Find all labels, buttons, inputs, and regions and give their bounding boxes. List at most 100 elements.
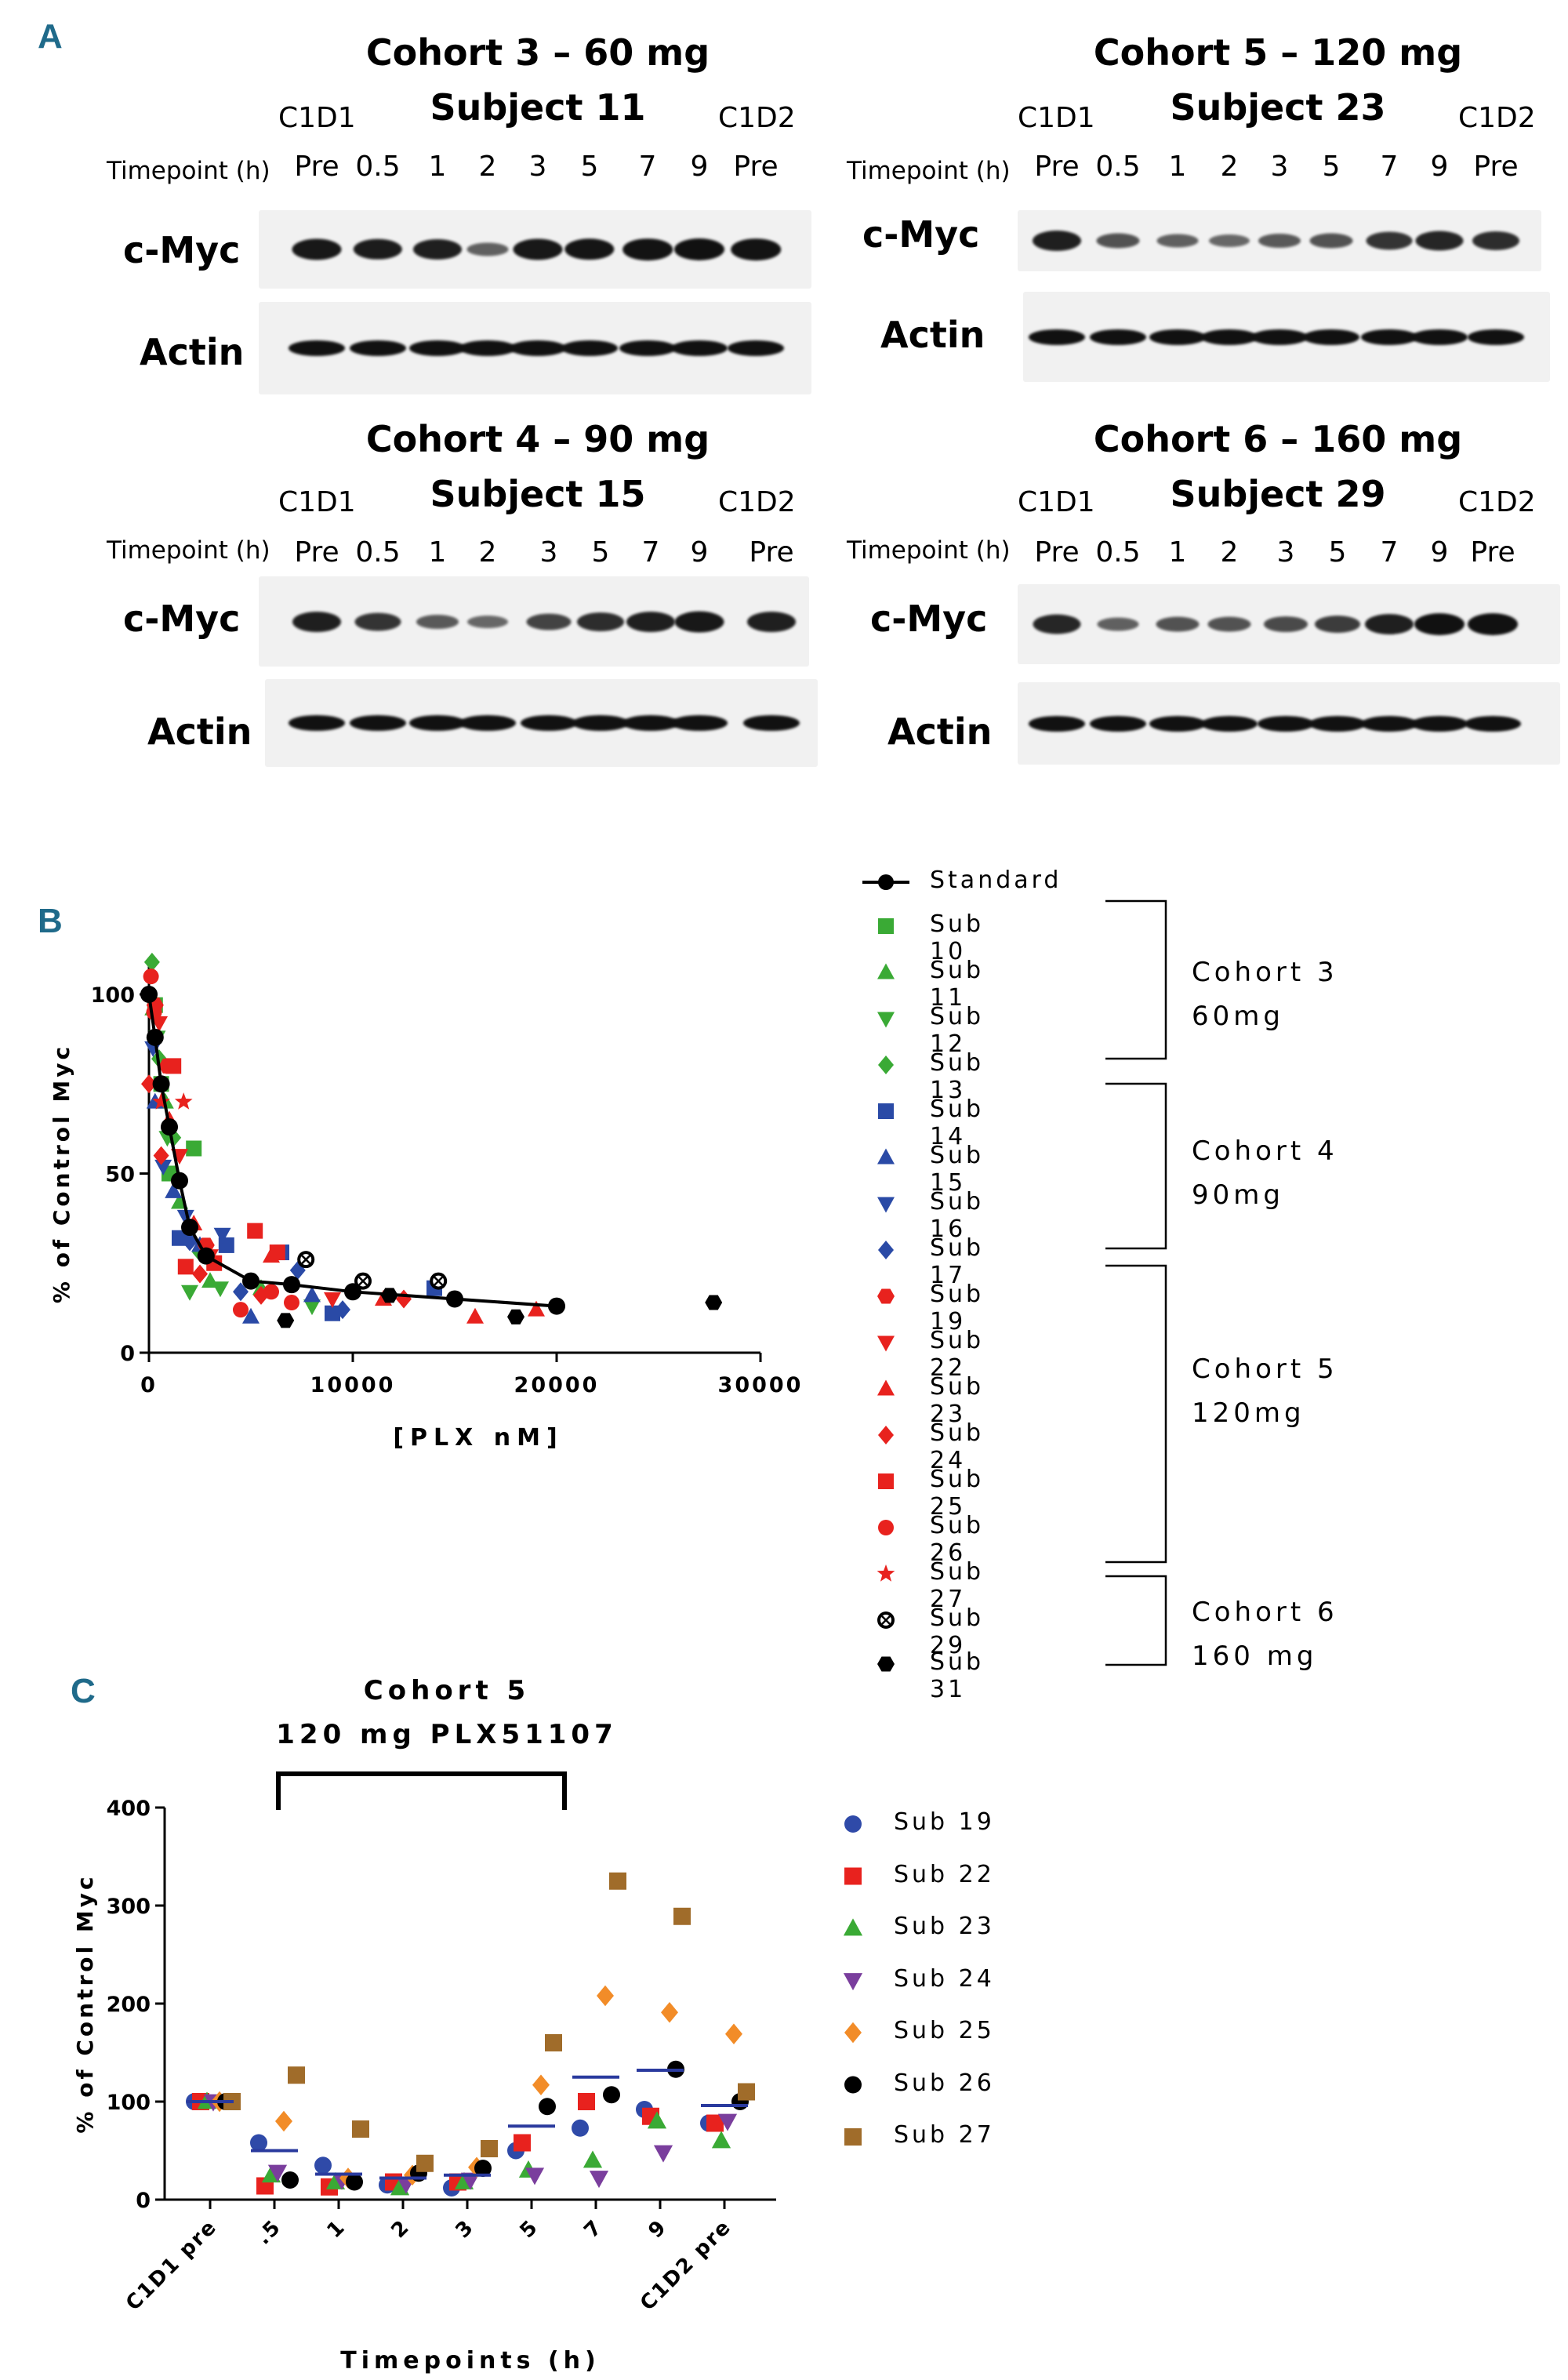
actin-band	[409, 715, 466, 731]
legend-marker	[878, 1520, 894, 1535]
blot-strip-actin	[259, 302, 811, 394]
cycle-start-label: C1D1	[1018, 486, 1095, 518]
cmyc-band	[292, 611, 341, 632]
lane-label: 5	[591, 536, 610, 569]
legend-marker	[844, 2076, 862, 2094]
data-point	[269, 1245, 285, 1261]
blot-strip-actin	[265, 679, 818, 767]
standard-point	[181, 1219, 198, 1237]
y-tick-label: 0	[120, 1342, 135, 1366]
x-axis-label: Timepoints (h)	[340, 2347, 601, 2375]
legend-label: Sub 22	[930, 1327, 985, 1382]
data-point	[711, 2131, 731, 2149]
actin-band	[1251, 329, 1308, 345]
data-point	[143, 968, 159, 985]
blot-subtitle: Subject 23	[1170, 86, 1386, 129]
y-tick-label: 400	[107, 1797, 151, 1821]
actin-band	[350, 340, 406, 356]
legend-label: Sub 15	[930, 1142, 985, 1197]
data-point	[589, 2171, 609, 2189]
actin-band	[409, 340, 466, 356]
legend-marker	[878, 1103, 894, 1119]
legend-symbol	[878, 1426, 894, 1444]
legend-symbol	[877, 1656, 895, 1672]
data-point	[176, 1209, 194, 1226]
lane-label: 0.5	[1095, 151, 1141, 183]
data-point	[242, 1307, 260, 1324]
data-point	[303, 1286, 321, 1303]
blot-strip-cmyc	[259, 576, 809, 667]
cmyc-band	[413, 239, 462, 260]
lane-label: 2	[478, 536, 497, 569]
cycle-end-label: C1D2	[1458, 102, 1536, 134]
legend-label: Sub 27	[894, 2121, 995, 2149]
series-sub-27	[152, 1092, 193, 1110]
legend-marker	[844, 1815, 862, 1833]
cmyc-band	[1414, 613, 1465, 635]
x-tick-label: 7	[580, 2215, 608, 2243]
data-point	[725, 2023, 742, 2044]
actin-band	[521, 715, 577, 731]
x-tick-label: 3	[452, 2215, 479, 2243]
lane-label: 2	[1220, 151, 1239, 183]
data-point	[514, 2134, 531, 2152]
legend-marker	[878, 918, 894, 934]
blot-strip-cmyc	[259, 210, 811, 289]
legend-marker	[878, 1426, 894, 1444]
cmyc-band	[513, 238, 563, 260]
legend-label: Sub 12	[930, 1003, 985, 1058]
data-point	[430, 1272, 448, 1290]
lane-label: Pre	[1470, 536, 1515, 569]
actin-band	[1361, 715, 1417, 732]
lane-label: 5	[1322, 151, 1341, 183]
cmyc-band	[674, 238, 724, 260]
lane-label: Pre	[1034, 151, 1080, 183]
legend-symbol	[844, 2022, 862, 2044]
cohort-bracket	[1105, 1082, 1167, 1250]
cycle-end-label: C1D2	[1458, 486, 1536, 518]
x-tick-label: C1D1 pre	[122, 2215, 222, 2316]
lane-label: 1	[1168, 151, 1187, 183]
timepoint-label: Timepoint (h)	[107, 536, 270, 565]
x-tick-label: .5	[252, 2215, 286, 2250]
blot-title: Cohort 4 – 90 mg	[365, 418, 710, 460]
legend-symbol	[843, 1973, 863, 1991]
protein-label-cmyc: c-Myc	[862, 213, 980, 256]
data-point	[192, 1264, 208, 1284]
data-point	[532, 2074, 550, 2095]
legend-label: Sub 24	[930, 1419, 985, 1474]
cohort-name: Cohort 4	[1192, 1135, 1338, 1167]
series-sub-24	[203, 2094, 738, 2194]
y-tick-label: 50	[105, 1163, 135, 1187]
legend-marker	[877, 1148, 895, 1165]
lane-label: 7	[641, 536, 660, 569]
lane-label: 5	[580, 151, 599, 183]
series-standard	[140, 986, 565, 1315]
cmyc-band	[466, 242, 509, 256]
legend-label: Sub 13	[930, 1049, 985, 1104]
lane-label: Pre	[294, 151, 339, 183]
x-tick-label: 10000	[310, 1373, 396, 1397]
protein-label-cmyc: c-Myc	[123, 598, 241, 640]
data-point	[281, 2171, 299, 2189]
x-tick-label: 1	[323, 2215, 350, 2243]
data-point	[603, 2086, 620, 2104]
panel-label-c: C	[71, 1672, 96, 1710]
lane-label: 9	[690, 151, 709, 183]
legend-label: Sub 23	[930, 1373, 985, 1428]
data-point	[153, 1146, 169, 1165]
actin-band	[1258, 715, 1314, 732]
lane-label: 7	[638, 151, 657, 183]
data-point	[174, 1092, 193, 1110]
actin-band	[1361, 329, 1417, 345]
data-point	[165, 1058, 182, 1074]
protein-label-actin: Actin	[880, 314, 985, 356]
lane-label: 3	[539, 536, 558, 569]
actin-band	[619, 340, 676, 356]
legend-marker	[877, 1197, 895, 1213]
actin-band	[1465, 715, 1521, 732]
cmyc-band	[622, 238, 673, 260]
data-point	[288, 2066, 305, 2084]
cmyc-band	[1366, 231, 1413, 250]
chart-c-subtitle: 120 mg PLX51107	[276, 1719, 618, 1750]
